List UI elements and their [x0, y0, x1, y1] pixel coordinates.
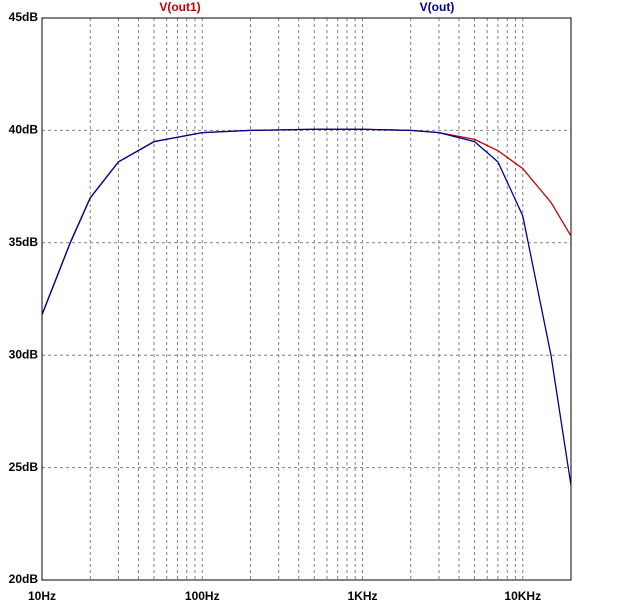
- y-tick-label: 35dB: [9, 235, 39, 249]
- x-tick-label: 100Hz: [185, 589, 220, 603]
- plot-frame: [41, 17, 572, 581]
- legend-label: V(out): [420, 0, 455, 14]
- x-tick-label: 1KHz: [347, 589, 377, 603]
- legend-label: V(out1): [159, 0, 200, 14]
- y-tick-label: 20dB: [9, 572, 39, 586]
- x-tick-label: 10Hz: [28, 589, 56, 603]
- series-line: [41, 128, 572, 486]
- y-tick-label: 45dB: [9, 10, 39, 24]
- y-tick-label: 25dB: [9, 460, 39, 474]
- x-tick-label: 10KHz: [504, 589, 541, 603]
- y-tick-label: 30dB: [9, 347, 39, 361]
- y-tick-label: 40dB: [9, 123, 39, 137]
